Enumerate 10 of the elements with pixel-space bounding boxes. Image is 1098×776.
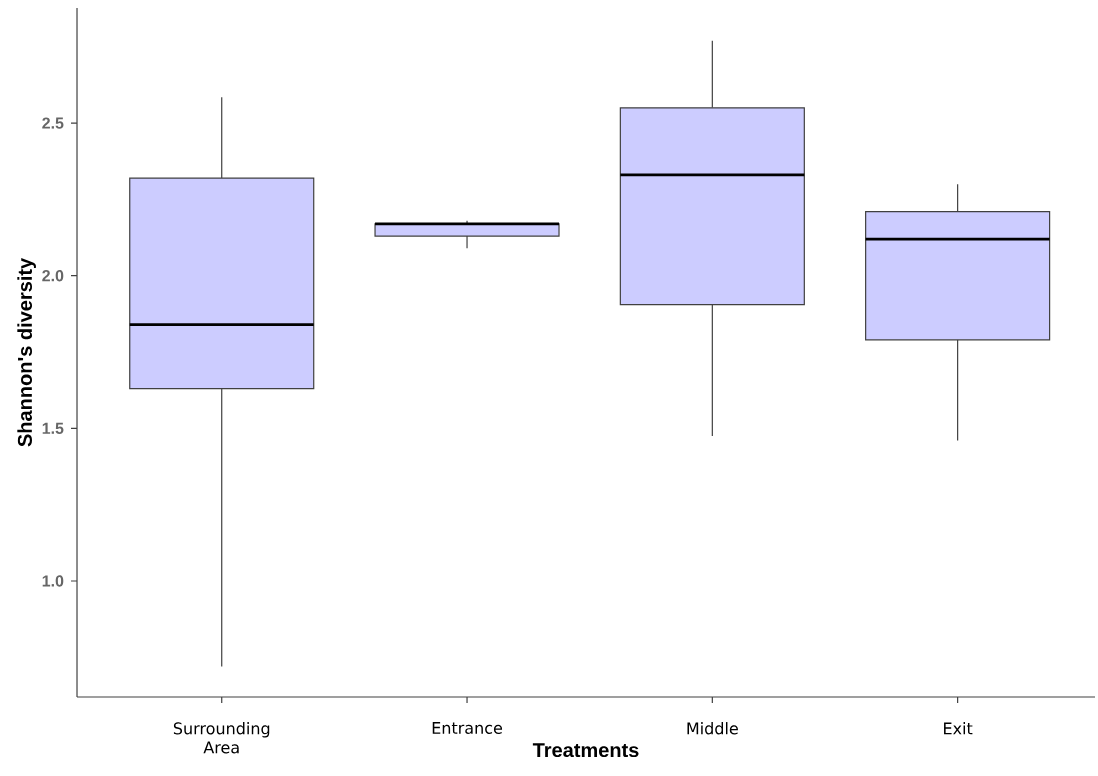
y-tick-label: 2.5	[42, 117, 64, 129]
y-axis-title: Shannon's diversity	[17, 257, 36, 447]
x-axis-title: Treatments	[532, 743, 639, 758]
y-tick-label: 1.5	[42, 422, 64, 434]
x-tick-label: Surrounding Area	[173, 722, 270, 754]
x-tick-label: Entrance	[432, 722, 503, 734]
y-tick-label: 2.0	[42, 270, 64, 282]
x-tick-label: Middle	[687, 722, 738, 735]
y-tick-label: 1.0	[42, 575, 64, 587]
x-tick-label: Exit	[944, 722, 973, 735]
